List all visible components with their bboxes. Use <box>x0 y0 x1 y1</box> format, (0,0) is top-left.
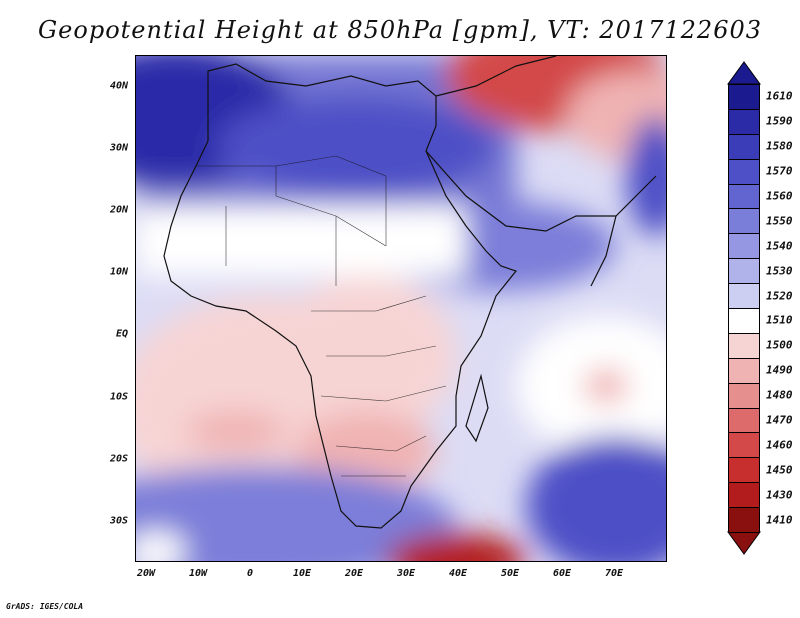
colorbar-level-label: 1560 <box>766 189 793 203</box>
colorbar-level-label: 1410 <box>766 513 793 527</box>
colorbar-swatch <box>728 308 760 334</box>
colorbar-level-label: 1460 <box>766 438 793 452</box>
colorbar-level-label: 1580 <box>766 139 793 153</box>
lat-label-eq: EQ <box>115 328 128 340</box>
map-plot-area[interactable] <box>135 55 667 562</box>
lon-label-20e: 20E <box>344 568 364 579</box>
colorbar-level-label: 1540 <box>766 239 793 253</box>
colorbar-swatch <box>728 283 760 309</box>
colorbar-level-label: 1570 <box>766 164 793 178</box>
colorbar-swatch <box>728 258 760 285</box>
colorbar-swatch <box>728 507 760 533</box>
lon-label-0: 0 <box>246 568 254 579</box>
colorbar: 1610 1590 1580 1570 1560 1550 1540 1530 1520 1510… <box>720 60 793 556</box>
lat-label-30s: 30S <box>109 515 128 527</box>
colorbar-level-label: 1450 <box>766 463 793 477</box>
colorbar-swatch <box>728 407 760 434</box>
map-title: Geopotential Height at 850hPa [gpm], VT:… <box>38 16 762 44</box>
lon-label-10e: 10E <box>292 568 312 579</box>
colorbar-swatch <box>728 183 760 210</box>
geopotential-field <box>136 56 666 561</box>
colorbar-level-label: 1430 <box>766 488 793 502</box>
colorbar-swatch <box>728 482 760 509</box>
lon-label-40e: 40E <box>448 568 468 579</box>
lat-label-10n: 10N <box>109 266 128 278</box>
country-borders <box>196 155 447 477</box>
colorbar-level-label: 1550 <box>766 214 793 228</box>
lat-label-40n: 40N <box>109 80 128 92</box>
lon-label-60e: 60E <box>552 568 572 579</box>
lon-label-50e: 50E <box>500 568 520 579</box>
lon-label-30e: 30E <box>396 568 416 579</box>
colorbar-level-label: 1610 <box>766 89 793 103</box>
lon-label-10w: 10W <box>188 568 208 579</box>
colorbar-level-label: 1480 <box>766 388 793 402</box>
colorbar-swatch <box>728 332 760 359</box>
lon-label-70e: 70E <box>604 568 624 579</box>
lat-label-20s: 20S <box>109 453 128 465</box>
colorbar-level-label: 1590 <box>766 114 793 128</box>
colorbar-swatch <box>728 382 760 409</box>
lon-label-20w: 20W <box>136 568 156 579</box>
lat-label-10s: 10S <box>109 391 128 403</box>
lat-label-30n: 30N <box>109 142 128 154</box>
colorbar-level-label: 1520 <box>766 289 793 303</box>
colorbar-level-label: 1470 <box>766 413 793 427</box>
colorbar-level-label: 1500 <box>766 338 793 352</box>
colorbar-level-label: 1510 <box>766 313 793 327</box>
colorbar-swatch <box>728 84 760 110</box>
coastlines <box>163 56 657 529</box>
colorbar-swatch <box>728 108 760 135</box>
colorbar-swatch <box>728 457 760 484</box>
colorbar-swatch <box>728 133 760 160</box>
colorbar-swatch <box>728 357 760 384</box>
colorbar-level-label: 1530 <box>766 264 793 278</box>
colorbar-swatch <box>728 432 760 459</box>
grads-credit: GrADS: IGES/COLA <box>6 602 84 611</box>
lat-label-20n: 20N <box>109 204 128 216</box>
colorbar-level-label: 1490 <box>766 363 793 377</box>
colorbar-swatch <box>728 208 760 235</box>
colorbar-swatch <box>728 233 760 260</box>
colorbar-swatch <box>728 158 760 185</box>
